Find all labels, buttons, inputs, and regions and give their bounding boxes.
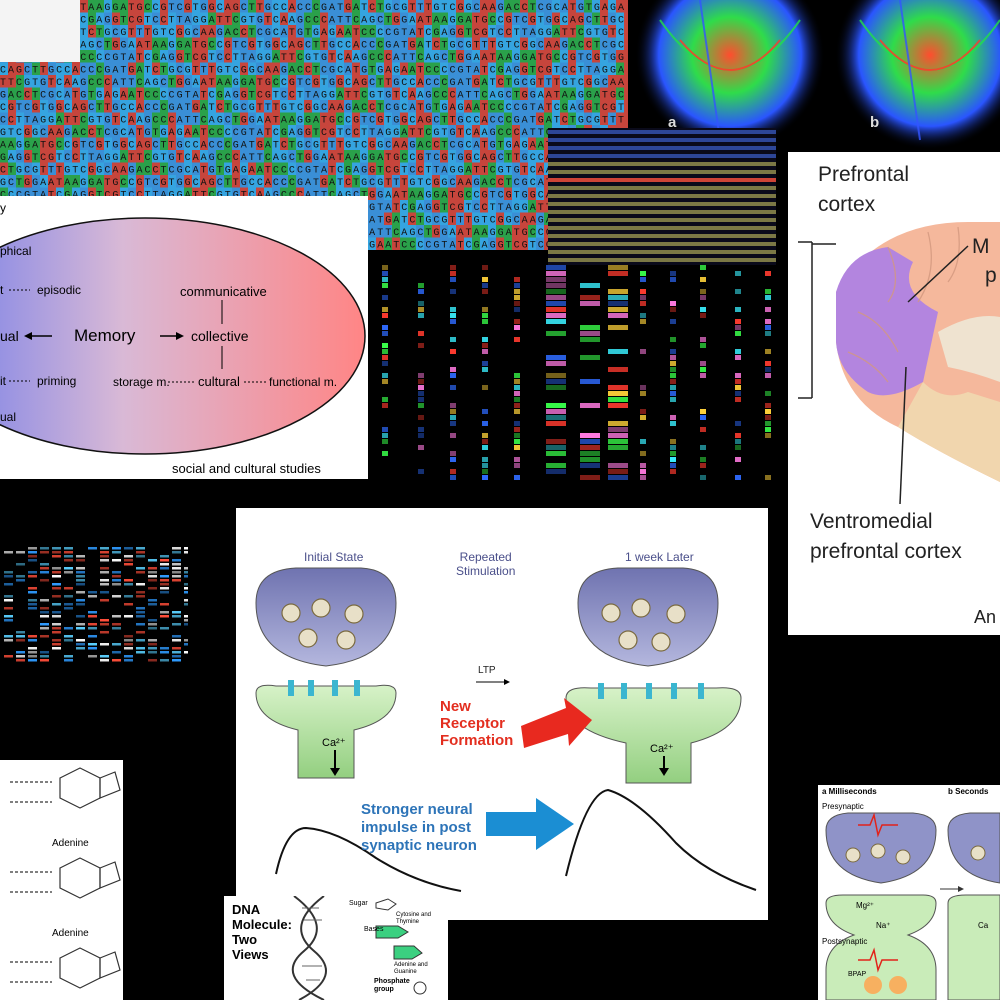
cytosine-label: Cytosine and Thymine (396, 912, 432, 925)
brain-tractography-image: a b (630, 0, 1000, 150)
tract-label-b: b (870, 114, 879, 131)
postsynaptic-initial (255, 684, 397, 779)
synapse-timescale-figure: a Milliseconds b Seconds Presynaptic Mg²… (818, 785, 1000, 1000)
memory-y: y (0, 201, 6, 215)
tract-left (635, 0, 825, 150)
dna-gel-image (0, 545, 188, 663)
memory-episodic: episodic (37, 283, 82, 297)
trace-later (565, 788, 757, 891)
ltp-arrow-label: LTP (478, 665, 496, 676)
dna-title: DNA Molecule: Two Views (232, 902, 292, 962)
memory-functional: functional m. (269, 375, 338, 389)
memory-caption: social and cultural studies (172, 461, 321, 476)
ltp-diagram: Initial State Repeated Stimulation 1 week… (236, 508, 768, 920)
sugar-label: Sugar (349, 900, 368, 907)
memory-storage: storage m. (113, 375, 170, 389)
brain-prefrontal-diagram: Prefrontal cortex M p Ventromedial prefron… (788, 152, 1000, 635)
brain-vmpfc-label: Ventromedial prefrontal cortex (810, 510, 962, 563)
memory-communicative: communicative (180, 284, 267, 299)
brain-an-label: An (974, 607, 997, 627)
memory-cultural: cultural (198, 374, 240, 389)
ms-label-a: a Milliseconds (822, 787, 877, 796)
ca-left-label: Ca²⁺ (322, 737, 346, 749)
ms-postsynaptic: Postsynaptic (822, 937, 868, 946)
tract-label-a: a (668, 114, 677, 131)
ltp-later-label: 1 week Later (625, 550, 694, 564)
dna-molecule-figure: DNA Molecule: Two Views Sugar Cytosine and T… (224, 896, 448, 1000)
brain-m-label: M (972, 235, 990, 258)
base-pair-structures: Adenine Adenine (0, 760, 123, 1000)
postsynaptic-later (565, 687, 742, 784)
memory-priming: priming (37, 374, 77, 388)
ms-presynaptic: Presynaptic (822, 802, 864, 811)
adenine-label-1: Adenine (52, 838, 89, 849)
memory-diagram: y phical t episodic ual Memory communica… (0, 196, 368, 479)
ms-na: Na⁺ (876, 921, 891, 930)
ms-label-b: b Seconds (948, 787, 989, 796)
new-receptor-label: New Receptor Formation (440, 698, 514, 749)
memory-phical: phical (0, 244, 32, 258)
ms-mg: Mg²⁺ (856, 901, 874, 910)
chromatogram-image (370, 265, 790, 480)
phosphate-label: Phosphate group (374, 978, 410, 993)
presynaptic-later (577, 567, 719, 667)
sequencing-screen-image (548, 128, 776, 280)
brain-prefrontal-label: Prefrontal cortex (818, 163, 910, 216)
memory-collective: collective (191, 328, 249, 344)
tract-right (835, 0, 1000, 150)
adenine-label-2: Adenine (52, 928, 89, 939)
ms-bpap: BPAP (848, 971, 867, 978)
bases-label: Bases (364, 926, 384, 933)
memory-center: Memory (74, 326, 136, 345)
blue-arrow (486, 798, 574, 850)
presynaptic-initial (255, 567, 397, 667)
brain-p-label: p (985, 264, 997, 287)
memory-ual: ual (0, 328, 19, 344)
ca-right-label: Ca²⁺ (650, 743, 674, 755)
memory-it: it (0, 374, 6, 388)
trace-initial (275, 826, 462, 892)
adenine-guanine-label: Adenine and Guanine (394, 962, 428, 975)
red-arrow (521, 698, 592, 748)
ltp-initial-label: Initial State (304, 550, 364, 564)
stronger-impulse-label: Stronger neural impulse in post synaptic n… (361, 801, 477, 854)
ms-ca: Ca (978, 921, 989, 930)
ltp-repeated-label: Repeated Stimulation (456, 550, 516, 578)
memory-ual2: ual (0, 410, 17, 424)
memory-t: t (0, 283, 4, 297)
